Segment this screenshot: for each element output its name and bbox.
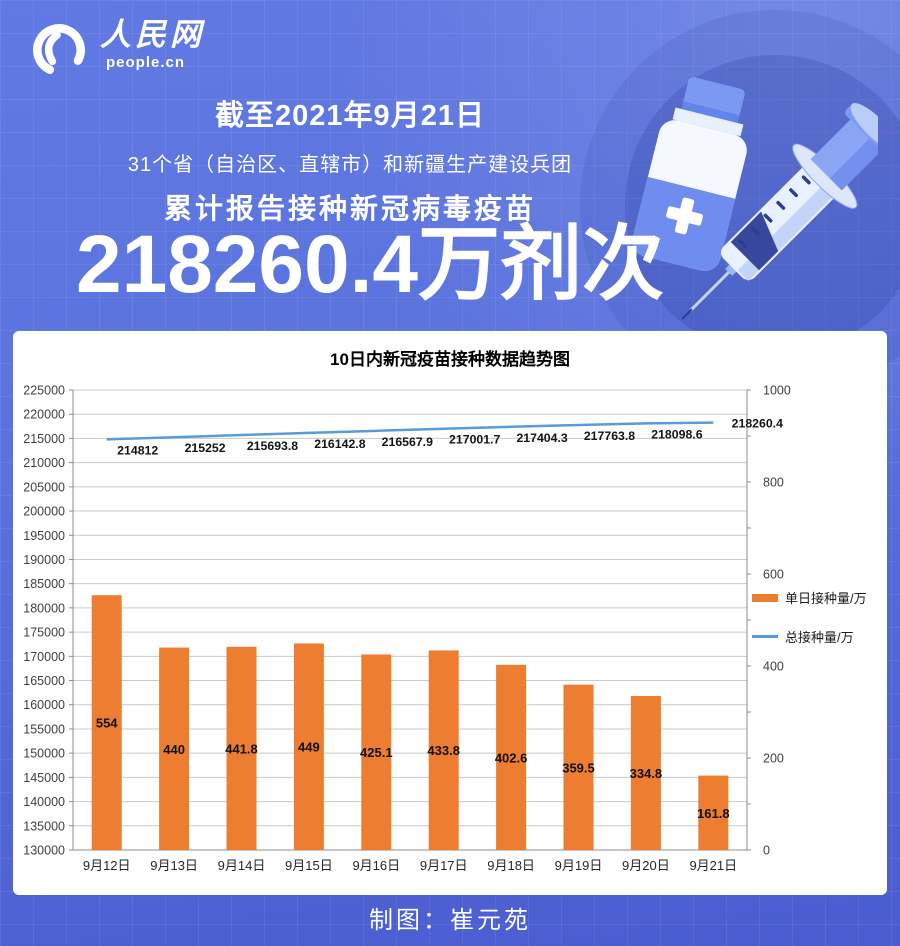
trend-chart: 130000 135000 140000 145000 150000 155000 1600… bbox=[23, 384, 791, 874]
svg-text:440: 440 bbox=[163, 742, 185, 757]
svg-text:334.8: 334.8 bbox=[630, 766, 663, 781]
globe-swirl-icon bbox=[33, 24, 85, 76]
svg-text:0: 0 bbox=[763, 844, 770, 858]
svg-text:217763.8: 217763.8 bbox=[584, 429, 635, 443]
svg-text:9月16日: 9月16日 bbox=[352, 858, 400, 873]
svg-text:190000: 190000 bbox=[23, 553, 65, 567]
svg-text:170000: 170000 bbox=[23, 650, 65, 664]
chart-panel: 130000 135000 140000 145000 150000 155000 1600… bbox=[13, 331, 887, 895]
svg-text:200: 200 bbox=[763, 752, 784, 766]
chart-legend: 单日接种量/万 总接种量/万 bbox=[752, 588, 867, 646]
svg-text:210000: 210000 bbox=[23, 456, 65, 470]
svg-text:9月15日: 9月15日 bbox=[285, 858, 333, 873]
headline-block: 截至2021年9月21日 31个省（自治区、直辖市）和新疆生产建设兵团 累计报告… bbox=[30, 92, 670, 227]
svg-text:9月14日: 9月14日 bbox=[218, 858, 266, 873]
logo-cn-text: 人民网 bbox=[100, 17, 205, 52]
svg-text:150000: 150000 bbox=[23, 747, 65, 761]
bar-series-swatch-icon bbox=[752, 593, 778, 602]
vial-icon bbox=[632, 77, 747, 271]
svg-text:449: 449 bbox=[298, 740, 320, 755]
svg-text:180000: 180000 bbox=[23, 601, 65, 615]
legend-item-total: 总接种量/万 bbox=[752, 627, 867, 646]
svg-text:441.8: 441.8 bbox=[225, 741, 258, 756]
people-cn-logo: 人民网 people.cn bbox=[26, 18, 205, 84]
svg-text:402.6: 402.6 bbox=[495, 750, 528, 765]
svg-text:130000: 130000 bbox=[23, 844, 65, 858]
svg-text:215000: 215000 bbox=[23, 432, 65, 446]
svg-text:160000: 160000 bbox=[23, 698, 65, 712]
svg-text:9月21日: 9月21日 bbox=[689, 858, 737, 873]
svg-text:400: 400 bbox=[763, 660, 784, 674]
svg-text:359.5: 359.5 bbox=[562, 760, 595, 775]
svg-text:155000: 155000 bbox=[23, 722, 65, 736]
svg-text:600: 600 bbox=[763, 568, 784, 582]
svg-text:433.8: 433.8 bbox=[427, 743, 460, 758]
svg-text:140000: 140000 bbox=[23, 795, 65, 809]
logo-en-text: people.cn bbox=[106, 54, 186, 71]
svg-text:9月13日: 9月13日 bbox=[150, 858, 198, 873]
svg-text:135000: 135000 bbox=[23, 819, 65, 833]
chart-title: 10日内新冠疫苗接种数据趋势图 bbox=[330, 350, 570, 369]
svg-text:216142.8: 216142.8 bbox=[314, 437, 365, 451]
svg-text:175000: 175000 bbox=[23, 626, 65, 640]
subject-line: 累计报告接种新冠病毒疫苗 bbox=[163, 193, 536, 224]
svg-text:161.8: 161.8 bbox=[697, 806, 730, 821]
svg-text:9月18日: 9月18日 bbox=[487, 858, 535, 873]
svg-text:200000: 200000 bbox=[23, 505, 65, 519]
svg-text:215693.8: 215693.8 bbox=[247, 439, 298, 453]
svg-text:800: 800 bbox=[763, 476, 784, 490]
svg-text:9月19日: 9月19日 bbox=[555, 858, 603, 873]
svg-text:185000: 185000 bbox=[23, 577, 65, 591]
syringe-icon bbox=[681, 102, 878, 320]
svg-text:9月12日: 9月12日 bbox=[83, 858, 131, 873]
svg-text:9月20日: 9月20日 bbox=[622, 858, 670, 873]
svg-text:1000: 1000 bbox=[763, 384, 791, 398]
legend-label-total: 总接种量/万 bbox=[785, 630, 854, 645]
svg-text:205000: 205000 bbox=[23, 480, 65, 494]
svg-text:217404.3: 217404.3 bbox=[516, 431, 567, 445]
svg-text:220000: 220000 bbox=[23, 408, 65, 422]
svg-text:214812: 214812 bbox=[117, 443, 158, 457]
legend-label-daily: 单日接种量/万 bbox=[785, 591, 867, 606]
svg-text:218098.6: 218098.6 bbox=[651, 427, 702, 441]
svg-text:145000: 145000 bbox=[23, 771, 65, 785]
svg-text:425.1: 425.1 bbox=[360, 745, 393, 760]
svg-text:165000: 165000 bbox=[23, 674, 65, 688]
svg-text:195000: 195000 bbox=[23, 529, 65, 543]
svg-text:9月17日: 9月17日 bbox=[420, 858, 468, 873]
date-line: 截至2021年9月21日 bbox=[215, 100, 485, 132]
svg-text:554: 554 bbox=[96, 716, 118, 731]
scope-line: 31个省（自治区、直辖市）和新疆生产建设兵团 bbox=[127, 154, 573, 176]
svg-text:217001.7: 217001.7 bbox=[449, 433, 500, 447]
svg-text:218260.4: 218260.4 bbox=[732, 417, 783, 431]
vaccine-illustration bbox=[632, 77, 878, 320]
svg-text:225000: 225000 bbox=[23, 384, 65, 398]
headline-number: 218260.4万剂次 bbox=[75, 219, 664, 310]
svg-text:215252: 215252 bbox=[185, 441, 226, 455]
credit-line: 制图：崔元苑 bbox=[369, 907, 531, 934]
svg-text:216567.9: 216567.9 bbox=[382, 435, 433, 449]
legend-item-daily: 单日接种量/万 bbox=[752, 588, 867, 607]
line-series-swatch-icon bbox=[752, 635, 778, 638]
